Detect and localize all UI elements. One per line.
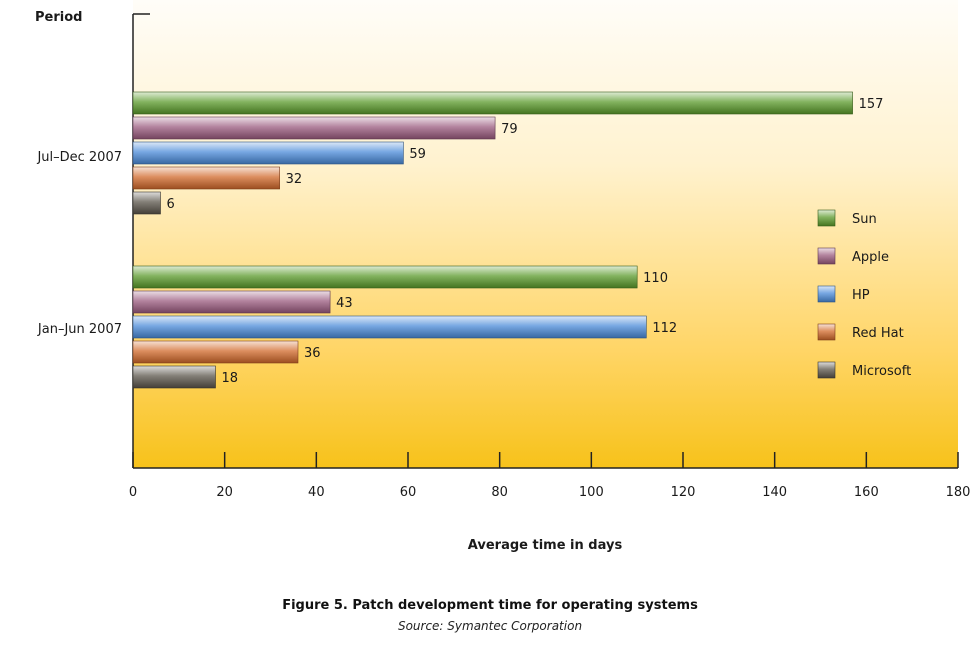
bar-sun-jan-jun-2007 bbox=[132, 265, 638, 289]
data-label-microsoft-jul-dec-2007: 6 bbox=[167, 197, 175, 212]
bar-microsoft-jan-jun-2007 bbox=[132, 365, 216, 389]
x-axis-label: Average time in days bbox=[468, 538, 623, 553]
legend-swatch-apple bbox=[817, 247, 836, 265]
legend-swatch-red-hat bbox=[817, 323, 836, 341]
legend-label-apple: Apple bbox=[852, 250, 889, 265]
legend-label-hp: HP bbox=[852, 288, 870, 303]
data-label-red-hat-jan-jun-2007: 36 bbox=[304, 346, 321, 361]
data-label-sun-jan-jun-2007: 110 bbox=[643, 271, 668, 286]
x-tick-label-100: 100 bbox=[579, 485, 604, 500]
legend: Sun Apple HP Red Hat Microsoft bbox=[817, 209, 911, 379]
bars-layer: 157 79 59 32 6 110 43 112 36 18 bbox=[132, 91, 884, 389]
legend-label-microsoft: Microsoft bbox=[852, 364, 911, 379]
category-label-jan-jun-2007: Jan–Jun 2007 bbox=[37, 322, 122, 337]
x-tick-label-80: 80 bbox=[491, 485, 508, 500]
bar-apple-jan-jun-2007 bbox=[132, 290, 331, 314]
x-tick-label-140: 140 bbox=[762, 485, 787, 500]
x-tick-label-60: 60 bbox=[400, 485, 417, 500]
data-label-apple-jul-dec-2007: 79 bbox=[501, 122, 518, 137]
figure-source: Source: Symantec Corporation bbox=[397, 619, 583, 633]
data-label-hp-jul-dec-2007: 59 bbox=[409, 147, 426, 162]
legend-swatch-microsoft bbox=[817, 361, 836, 379]
y-axis-label: Period bbox=[35, 10, 82, 25]
data-label-red-hat-jul-dec-2007: 32 bbox=[286, 172, 303, 187]
figure-title: Figure 5. Patch development time for ope… bbox=[282, 598, 698, 613]
x-tick-label-0: 0 bbox=[129, 485, 137, 500]
legend-swatch-hp bbox=[817, 285, 836, 303]
bar-hp-jan-jun-2007 bbox=[132, 315, 647, 339]
bar-apple-jul-dec-2007 bbox=[132, 116, 496, 140]
bar-sun-jul-dec-2007 bbox=[132, 91, 853, 115]
category-labels-layer: Jul–Dec 2007 Jan–Jun 2007 bbox=[36, 150, 122, 337]
data-label-apple-jan-jun-2007: 43 bbox=[336, 296, 353, 311]
data-label-hp-jan-jun-2007: 112 bbox=[652, 321, 677, 336]
bar-red-hat-jan-jun-2007 bbox=[132, 340, 299, 364]
x-tick-label-160: 160 bbox=[854, 485, 879, 500]
legend-swatch-sun bbox=[817, 209, 836, 227]
bar-hp-jul-dec-2007 bbox=[132, 141, 404, 165]
plot-background bbox=[133, 0, 958, 468]
bar-red-hat-jul-dec-2007 bbox=[132, 166, 280, 190]
x-tick-label-20: 20 bbox=[216, 485, 233, 500]
data-label-microsoft-jan-jun-2007: 18 bbox=[222, 371, 239, 386]
x-tick-label-40: 40 bbox=[308, 485, 325, 500]
legend-label-sun: Sun bbox=[852, 212, 877, 227]
x-tick-label-120: 120 bbox=[671, 485, 696, 500]
legend-label-red-hat: Red Hat bbox=[852, 326, 904, 341]
bar-microsoft-jul-dec-2007 bbox=[132, 191, 161, 215]
x-ticks-layer: 0 20 40 60 80 100 120 140 160 180 bbox=[129, 452, 971, 500]
x-tick-label-180: 180 bbox=[946, 485, 971, 500]
category-label-jul-dec-2007: Jul–Dec 2007 bbox=[36, 150, 122, 165]
data-label-sun-jul-dec-2007: 157 bbox=[859, 97, 884, 112]
